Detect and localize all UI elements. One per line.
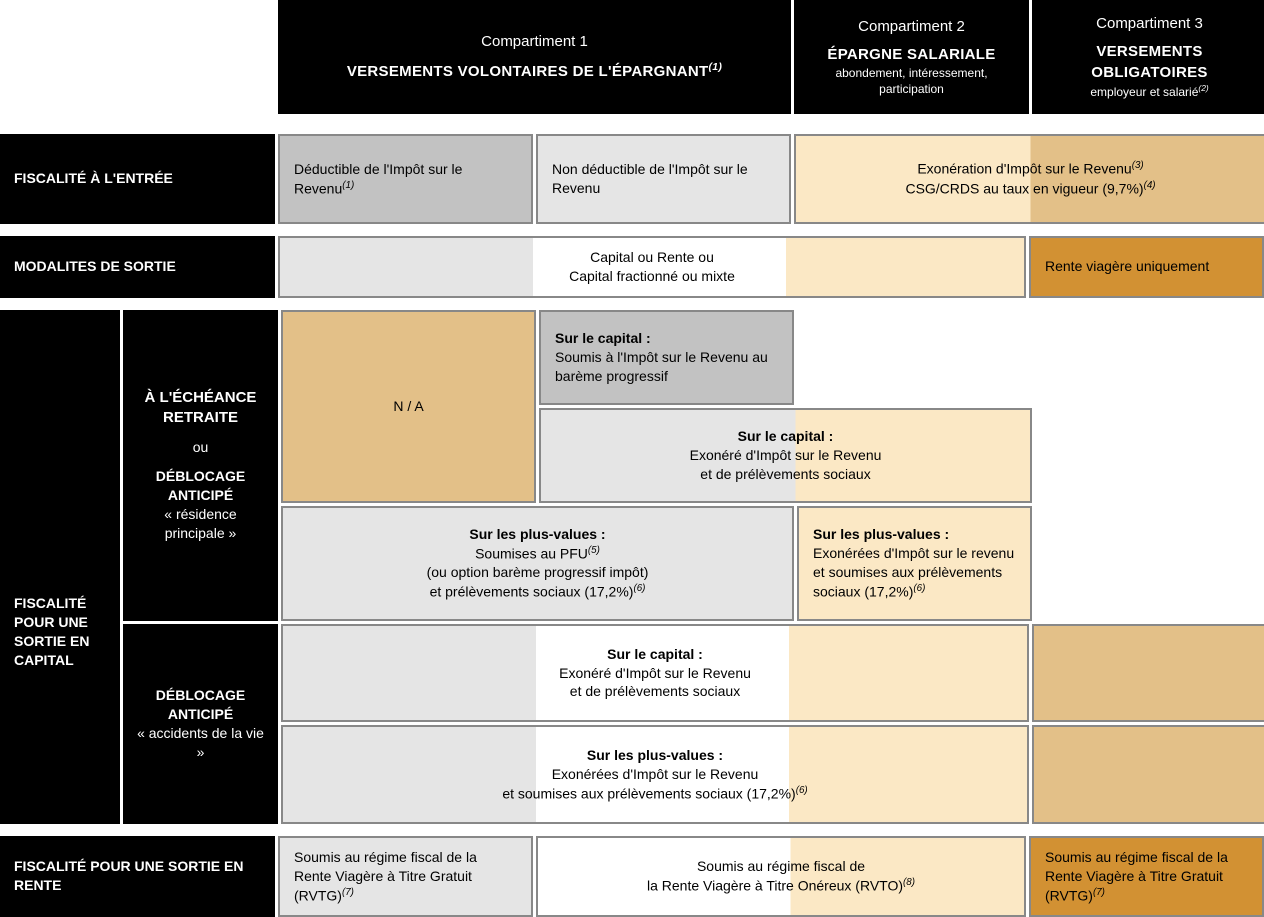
ech-cap-rest: Sur le capital : Exonéré d'Impôt sur le … xyxy=(539,408,1032,503)
acc-c3-bot xyxy=(1032,725,1264,824)
header-comp1: Compartiment 1 VERSEMENTS VOLONTAIRES DE… xyxy=(278,0,791,114)
comp2-title: ÉPARGNE SALARIALE xyxy=(827,45,995,65)
sortie-c3: Rente viagère uniquement xyxy=(1029,236,1264,298)
ech-cap-c1a: Sur le capital : Soumis à l'Impôt sur le… xyxy=(539,310,794,405)
row-sortie-rente: FISCALITÉ POUR UNE SORTIE EN RENTE Soumi… xyxy=(0,836,1264,917)
capital-main-label: FISCALITÉ POUR UNE SORTIE EN CAPITAL xyxy=(0,310,120,824)
capital-accident-content: Sur le capital : Exonéré d'Impôt sur le … xyxy=(281,624,1264,824)
sortie-label: MODALITES DE SORTIE xyxy=(0,236,275,298)
comp1-title: VERSEMENTS VOLONTAIRES DE L'ÉPARGNANT(1) xyxy=(347,60,722,82)
acc-c3-top xyxy=(1032,624,1264,723)
entry-label: FISCALITÉ À L'ENTRÉE xyxy=(0,134,275,224)
acc-cap: Sur le capital : Exonéré d'Impôt sur le … xyxy=(281,624,1029,723)
entry-c23: Exonération d'Impôt sur le Revenu(3) CSG… xyxy=(794,134,1264,224)
row-fiscalite-entree: FISCALITÉ À L'ENTRÉE Déductible de l'Imp… xyxy=(0,134,1264,224)
comp2-label: Compartiment 2 xyxy=(858,17,965,37)
rente-mid: Soumis au régime fiscal de la Rente Viag… xyxy=(536,836,1026,917)
rente-c3: Soumis au régime fiscal de la Rente Viag… xyxy=(1029,836,1264,917)
ech-c3-na: N / A xyxy=(281,310,536,503)
sortie-c12: Capital ou Rente ou Capital fractionné o… xyxy=(278,236,1026,298)
ech-pv-c1: Sur les plus-values : Soumises au PFU(5)… xyxy=(281,506,794,621)
row-modalites-sortie: MODALITES DE SORTIE Capital ou Rente ou … xyxy=(0,236,1264,298)
header-comp3: Compartiment 3 VERSEMENTS OBLIGATOIRES e… xyxy=(1032,0,1264,114)
header-row: Compartiment 1 VERSEMENTS VOLONTAIRES DE… xyxy=(0,0,1264,114)
capital-sub-accident: DÉBLOCAGE ANTICIPÉ « accidents de la vie… xyxy=(123,624,278,824)
comp3-title: VERSEMENTS OBLIGATOIRES xyxy=(1046,42,1253,83)
acc-pv: Sur les plus-values : Exonérées d'Impôt … xyxy=(281,725,1029,824)
comp3-sub: employeur et salarié(2) xyxy=(1090,83,1208,100)
rente-label: FISCALITÉ POUR UNE SORTIE EN RENTE xyxy=(0,836,275,917)
header-comp2: Compartiment 2 ÉPARGNE SALARIALE abondem… xyxy=(794,0,1029,114)
rente-c1a: Soumis au régime fiscal de la Rente Viag… xyxy=(278,836,533,917)
capital-echeance-content: Sur le capital : Soumis à l'Impôt sur le… xyxy=(281,310,1264,621)
entry-c1b: Non déductible de l'Impôt sur le Revenu xyxy=(536,134,791,224)
comp3-label: Compartiment 3 xyxy=(1096,14,1203,34)
comp2-sub: abondement, intéressement, participation xyxy=(808,65,1015,97)
ech-pv-c2: Sur les plus-values : Exonérées d'Impôt … xyxy=(797,506,1032,621)
comp1-label: Compartiment 1 xyxy=(481,32,588,52)
row-sortie-capital: FISCALITÉ POUR UNE SORTIE EN CAPITAL À L… xyxy=(0,310,1264,824)
capital-sub-echeance: À L'ÉCHÉANCE RETRAITE ou DÉBLOCAGE ANTIC… xyxy=(123,310,278,621)
entry-c1a: Déductible de l'Impôt sur le Revenu(1) xyxy=(278,134,533,224)
